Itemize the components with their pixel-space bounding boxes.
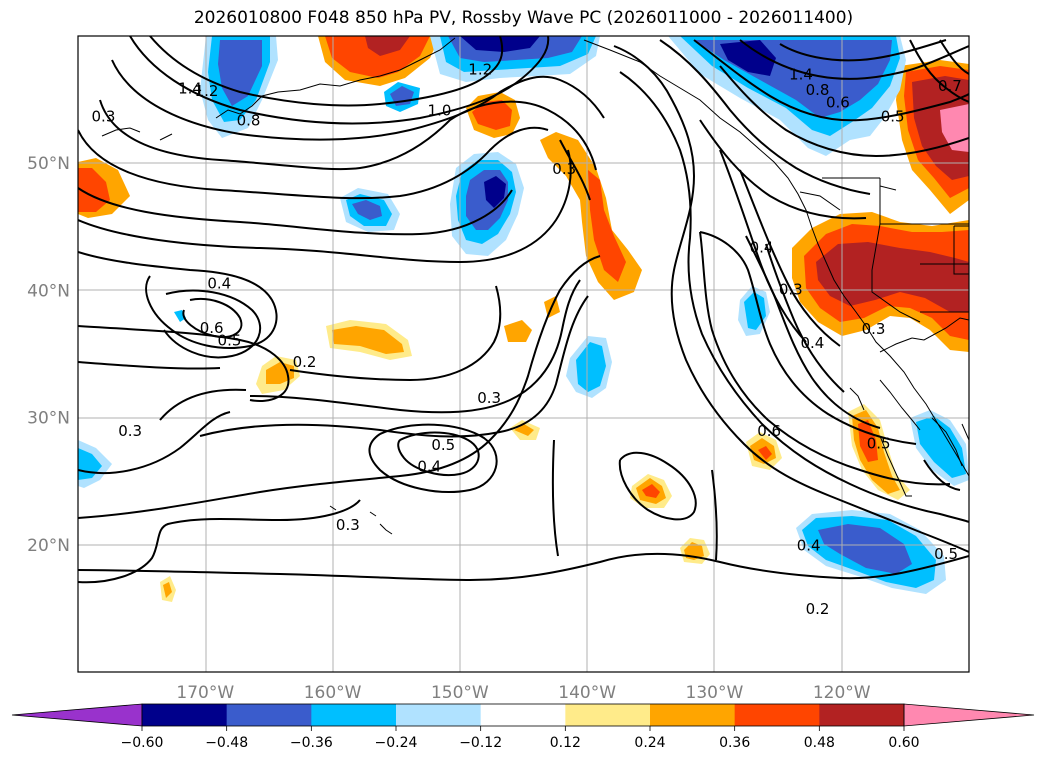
contour-label: 0.5: [218, 332, 242, 350]
colorbar-extend-high: [903, 703, 1035, 727]
contour-label: 0.5: [934, 545, 958, 563]
contour-label: 0.3: [779, 281, 803, 299]
colorbar-segment: [650, 704, 736, 726]
lon-tick-label: 140°W: [558, 683, 616, 703]
colorbar-segment: [734, 704, 820, 726]
lat-tick-label: 20°N: [27, 536, 70, 556]
colorbar-tick-label: −0.48: [205, 735, 248, 751]
contour-label: 0.2: [293, 353, 317, 371]
contour-labels: 1.41.20.3 0.81.01.20.31.40.80.60.50.70.40…: [92, 61, 962, 618]
contour-label: 1.2: [195, 82, 219, 100]
contour-label: 1.4: [178, 80, 202, 98]
lon-tick-label: 120°W: [813, 683, 871, 703]
contour-label: 0.8: [806, 81, 830, 99]
colorbar-segment: [565, 704, 651, 726]
colorbar-tick-label: 0.12: [550, 735, 581, 751]
colorbar-segment: [819, 704, 905, 726]
colorbar-tick-label: −0.12: [459, 735, 502, 751]
colorbar-segment: [226, 704, 312, 726]
contour-label: 0.5: [431, 436, 455, 454]
colorbar-extend-low: [11, 703, 143, 727]
colorbar-tick-label: −0.36: [290, 735, 333, 751]
contour-label: 0.6: [757, 422, 781, 440]
colorbar-segment: [480, 704, 566, 726]
colorbar-segment: [142, 704, 228, 726]
lon-tick-label: 130°W: [686, 683, 744, 703]
contour-label: 0.3: [118, 422, 142, 440]
lat-axis-labels: 20°N 30°N 40°N 50°N: [27, 154, 70, 556]
map-content: 1.41.20.3 0.81.01.20.31.40.80.60.50.70.40…: [78, 36, 969, 672]
contour-label: 1.4: [789, 66, 813, 84]
lon-tick-label: 150°W: [431, 683, 489, 703]
contour-label: 0.6: [826, 94, 850, 112]
colorbar-tick-label: 0.48: [804, 735, 835, 751]
colorbar-segment: [311, 704, 397, 726]
contour-label: 1.2: [468, 61, 492, 79]
contour-label: 0.4: [797, 536, 821, 554]
lon-axis-labels: 170°W 160°W 150°W 140°W 130°W 120°W: [176, 683, 870, 703]
colorbar-segment: [396, 704, 482, 726]
contour-label: 0.3: [862, 320, 886, 338]
contour-label: 0.4: [750, 239, 774, 257]
contour-label: 0.8: [237, 111, 261, 129]
contour-label: 0.4: [207, 274, 231, 292]
contour-label: 0.6: [200, 319, 224, 337]
lat-tick-label: 40°N: [27, 281, 70, 301]
pv-positive-shading: [78, 36, 969, 602]
colorbar-tick-label: 0.60: [888, 735, 919, 751]
contour-label: 0.4: [417, 457, 441, 475]
lon-tick-label: 160°W: [304, 683, 362, 703]
colorbar: −0.60 −0.48 −0.36 −0.24 −0.12 0.12 0.24 0.36 0.4…: [11, 703, 1035, 751]
contour-label: 1.0: [428, 101, 452, 119]
colorbar-tick-label: 0.24: [634, 735, 665, 751]
contour-label: 0.5: [881, 108, 905, 126]
gridlines: [78, 36, 969, 672]
contour-label: 0.3: [477, 389, 501, 407]
contour-label: 0.2: [806, 600, 830, 618]
contour-label: 0.7: [938, 77, 962, 95]
contour-label: 0.4: [801, 334, 825, 352]
colorbar-frame: [141, 703, 905, 727]
lat-tick-label: 30°N: [27, 409, 70, 429]
contour-label: 0.3: [552, 160, 576, 178]
lat-tick-label: 50°N: [27, 154, 70, 174]
lon-tick-label: 170°W: [176, 683, 234, 703]
chart-title: 2026010800 F048 850 hPa PV, Rossby Wave …: [193, 8, 854, 28]
colorbar-tick-label: 0.36: [719, 735, 750, 751]
colorbar-tick-label: −0.24: [375, 735, 418, 751]
contour-label: 0.3: [92, 108, 116, 126]
contour-label: 0.5: [867, 435, 891, 453]
map-frame: [77, 35, 970, 673]
colorbar-tick-label: −0.60: [121, 735, 164, 751]
contour-label: 0.3: [336, 516, 360, 534]
pv-contours: [78, 36, 969, 584]
